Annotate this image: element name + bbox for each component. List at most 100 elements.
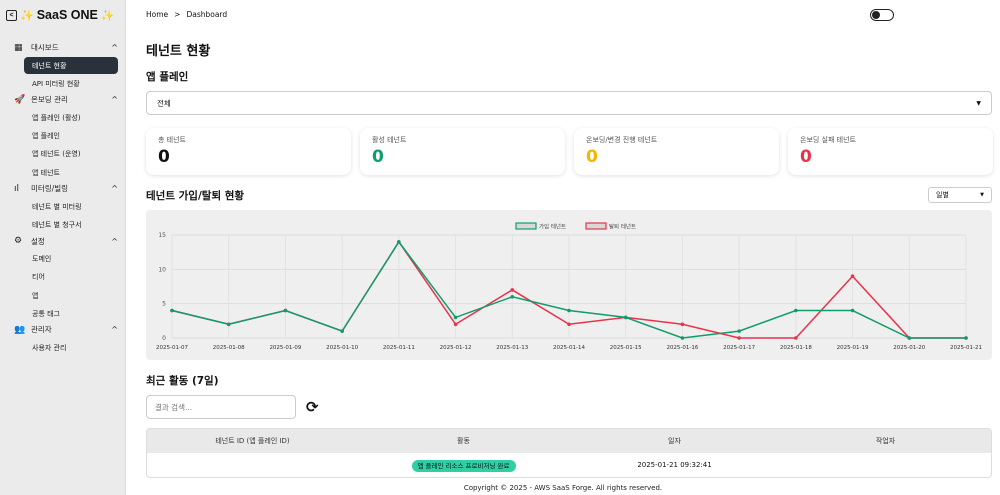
sidebar-item[interactable]: 도메인 xyxy=(24,251,118,268)
refresh-icon[interactable]: ⟳ xyxy=(306,398,319,416)
activity-badge: 앱 플레인 리소스 프로비저닝 완료 xyxy=(411,460,516,472)
sidebar-item[interactable]: 앱 플레인 (활성) xyxy=(24,109,118,126)
activity-heading: 최근 활동 (7일) xyxy=(146,375,219,387)
cell-date: 2025-01-21 09:32:41 xyxy=(637,461,712,469)
toggle-knob xyxy=(872,11,880,19)
app-title: SaaS ONE xyxy=(36,8,98,22)
sidebar-group-label: 관리자 xyxy=(31,325,52,335)
chart-svg: 0 5 10 15 2025-01-07 2025-01-08 2025-01-09 2025… xyxy=(156,222,982,351)
y-tick-label: 15 xyxy=(158,232,166,239)
sidebar-toggle-icon[interactable]: < xyxy=(6,9,17,21)
sidebar-item-label: 테넌트 별 청구서 xyxy=(32,220,82,229)
data-point xyxy=(737,336,741,340)
sidebar-item-label: 앱 xyxy=(32,291,39,300)
x-tick-label: 2025-01-09 xyxy=(269,345,301,351)
x-tick-label: 2025-01-16 xyxy=(666,345,698,351)
data-point xyxy=(397,240,401,244)
sidebar-item-label: 도메인 xyxy=(32,255,52,264)
sidebar-item[interactable]: 앱 플레인 xyxy=(24,128,118,145)
data-point xyxy=(737,329,741,333)
y-tick-label: 5 xyxy=(162,301,166,308)
column-header[interactable]: 작업자 xyxy=(875,437,896,445)
sidebar-group[interactable]: ⚙ 설정 ^ xyxy=(14,236,118,247)
app-plane-select[interactable]: 전체 ▼ xyxy=(146,91,992,115)
page-title: 테넌트 현황 xyxy=(146,44,211,59)
x-tick-label: 2025-01-18 xyxy=(780,345,812,351)
breadcrumb-home[interactable]: Home xyxy=(146,10,169,19)
sidebar-item-label: API 미터링 현황 xyxy=(32,79,80,88)
data-point xyxy=(850,274,855,278)
data-point xyxy=(510,295,515,299)
sidebar-group[interactable]: ▦ 대시보드 ^ xyxy=(14,42,118,53)
sidebar-group-label: 미터링/빌링 xyxy=(31,184,69,194)
app-plane-value: 전체 xyxy=(157,98,171,108)
stat-value: 0 xyxy=(586,147,598,167)
sidebar-group[interactable]: ıl 미터링/빌링 ^ xyxy=(14,183,118,194)
activity-search-input[interactable] xyxy=(146,395,296,419)
sidebar-item[interactable]: 공통 태그 xyxy=(24,305,118,322)
x-tick-label: 2025-01-07 xyxy=(156,345,188,351)
sidebar-item-label: 테넌트 현황 xyxy=(32,61,67,70)
x-tick-label: 2025-01-15 xyxy=(610,345,642,351)
stat-value: 0 xyxy=(158,147,170,167)
table-row[interactable]: 앱 플레인 리소스 프로비저닝 완료 2025-01-21 09:32:41 xyxy=(147,453,991,477)
data-point xyxy=(453,315,458,320)
period-select[interactable]: 일별 ▼ xyxy=(928,187,992,203)
sidebar-group[interactable]: 🚀 온보딩 관리 ^ xyxy=(14,94,118,105)
stat-card: 총 테넌트 0 xyxy=(146,128,351,175)
sidebar-item-label: 공통 태그 xyxy=(32,309,60,318)
column-header[interactable]: 활동 xyxy=(457,437,470,445)
sidebar-item-label: 앱 플레인 (활성) xyxy=(32,113,81,122)
sidebar-item[interactable]: 테넌트 별 청구서 xyxy=(24,216,118,233)
sidebar-item-label: 앱 테넌트 xyxy=(32,168,60,177)
legend-swatch xyxy=(515,222,537,230)
sidebar-item[interactable]: API 미터링 현황 xyxy=(24,75,118,92)
table-header: 테넌트 ID (앱 플레인 ID) 활동 일자 작업자 xyxy=(147,429,991,453)
data-point xyxy=(680,322,685,327)
sidebar-group-label: 대시보드 xyxy=(31,43,59,52)
y-tick-label: 10 xyxy=(158,266,166,273)
column-header[interactable]: 테넌트 ID (앱 플레인 ID) xyxy=(215,437,290,445)
data-point xyxy=(567,308,571,313)
bar-chart-icon: ıl xyxy=(14,183,20,194)
legend-label: 가입 테넌트 xyxy=(539,223,566,231)
caret-down-icon: ▼ xyxy=(980,192,984,198)
sidebar-item[interactable]: 티어 xyxy=(24,269,118,286)
sidebar-item[interactable]: 앱 xyxy=(24,287,118,304)
sidebar-item-label: 앱 테넌트 (운영) xyxy=(32,150,81,159)
stat-label: 온보딩 실패 테넌트 xyxy=(800,136,856,144)
main: Home > Dashboard 테넌트 현황 앱 플레인 전체 ▼ 총 테넌트… xyxy=(126,0,1000,495)
theme-toggle[interactable] xyxy=(870,9,894,21)
data-point xyxy=(794,308,798,313)
sidebar-item[interactable]: 테넌트 별 미터링 xyxy=(24,198,118,215)
sidebar-item-label: 티어 xyxy=(32,273,45,282)
caret-down-icon: ▼ xyxy=(976,99,981,107)
stat-card: 온보딩 실패 테넌트 0 xyxy=(788,128,993,175)
data-point xyxy=(453,322,458,327)
data-point xyxy=(623,315,628,320)
trend-heading: 테넌트 가입/탈퇴 현황 xyxy=(146,190,245,202)
x-tick-label: 2025-01-08 xyxy=(213,345,245,351)
stat-card: 온보딩/변경 진행 테넌트 0 xyxy=(574,128,779,175)
sidebar-item[interactable]: 사용자 관리 xyxy=(24,339,118,356)
data-point xyxy=(964,336,968,340)
data-point xyxy=(794,336,798,340)
sidebar-item[interactable]: 테넌트 현황 xyxy=(24,57,118,74)
period-value: 일별 xyxy=(936,191,949,199)
legend-swatch xyxy=(585,222,607,230)
column-header[interactable]: 일자 xyxy=(668,437,681,445)
sidebar-group[interactable]: 👥 관리자 ^ xyxy=(14,324,118,335)
sidebar-item[interactable]: 앱 테넌트 (운영) xyxy=(24,146,118,163)
stat-value: 0 xyxy=(372,147,384,167)
stat-label: 온보딩/변경 진행 테넌트 xyxy=(586,136,658,144)
data-point xyxy=(170,308,174,313)
stat-label: 활성 테넌트 xyxy=(372,136,407,144)
x-tick-label: 2025-01-14 xyxy=(553,345,585,351)
chevron-up-icon: ^ xyxy=(111,43,118,52)
rocket-icon: 🚀 xyxy=(14,94,26,105)
breadcrumb-current: Dashboard xyxy=(186,10,228,19)
sidebar-item-label: 테넌트 별 미터링 xyxy=(32,202,82,211)
gear-icon: ⚙ xyxy=(14,236,23,247)
sidebar-item[interactable]: 앱 테넌트 xyxy=(24,164,118,181)
chevron-up-icon: ^ xyxy=(111,95,118,105)
